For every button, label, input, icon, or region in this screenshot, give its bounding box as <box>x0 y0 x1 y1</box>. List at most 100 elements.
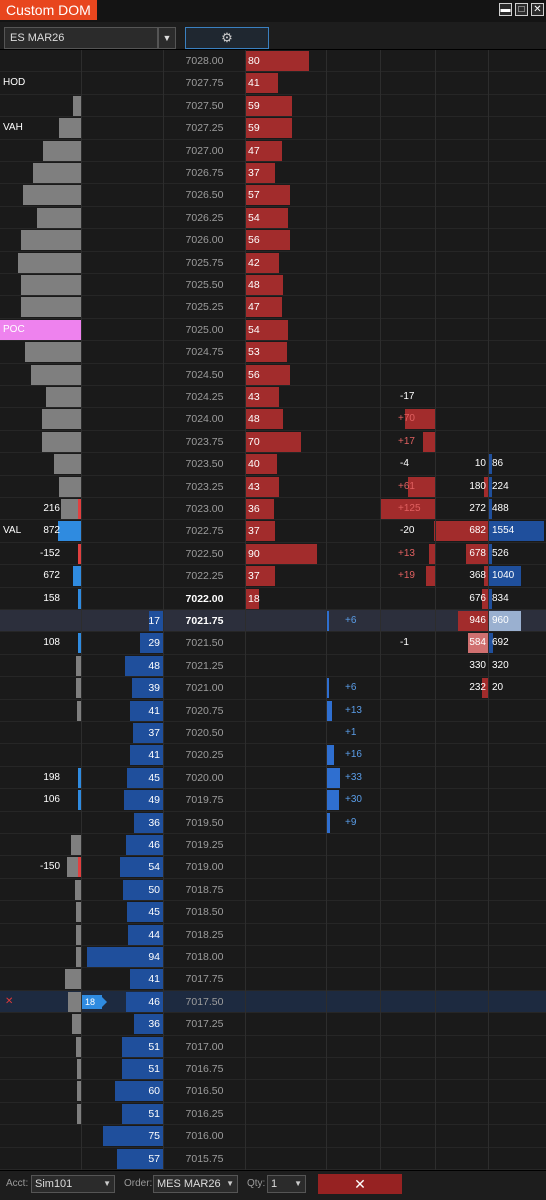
price-row[interactable]: 37 7020.50 +1 <box>0 722 546 745</box>
ask-size[interactable]: 80 <box>248 55 260 67</box>
ask-size[interactable]: 37 <box>248 167 260 179</box>
price-level[interactable]: 7016.00 <box>185 1130 224 1143</box>
price-row[interactable]: 94 7018.00 <box>0 946 546 969</box>
price-row[interactable]: 7025.25 47 <box>0 296 546 319</box>
bid-size[interactable]: 46 <box>148 995 160 1008</box>
bid-size[interactable]: 51 <box>148 1040 160 1053</box>
price-row[interactable]: 51 7017.00 <box>0 1036 546 1058</box>
price-level[interactable]: 7017.25 <box>185 1018 224 1031</box>
price-level[interactable]: 7022.50 <box>185 547 224 560</box>
bid-size[interactable]: 29 <box>148 637 160 650</box>
price-level[interactable]: 7021.00 <box>185 682 224 695</box>
bid-size[interactable]: 50 <box>148 883 160 896</box>
price-level[interactable]: 7026.25 <box>185 211 224 224</box>
bid-size[interactable]: 39 <box>148 682 160 695</box>
ask-size[interactable]: 54 <box>248 211 260 224</box>
bid-size[interactable]: 94 <box>148 951 160 963</box>
price-level[interactable]: 7021.25 <box>185 659 224 672</box>
price-level[interactable]: 7020.00 <box>185 771 224 784</box>
working-order-tag[interactable]: 18 <box>82 994 107 1009</box>
price-row[interactable]: 7026.50 57 <box>0 184 546 207</box>
price-row[interactable]: 7026.75 37 <box>0 162 546 185</box>
ask-size[interactable]: 56 <box>248 234 260 247</box>
ask-size[interactable]: 59 <box>248 99 260 112</box>
bid-size[interactable]: 51 <box>148 1063 160 1075</box>
ask-size[interactable]: 43 <box>248 480 260 493</box>
bid-size[interactable]: 45 <box>148 771 160 784</box>
price-row[interactable]: 48 7021.25 330 320 <box>0 655 546 678</box>
price-level[interactable]: 7027.00 <box>185 144 224 157</box>
bid-size[interactable]: 46 <box>148 839 160 851</box>
bid-size[interactable]: 49 <box>148 794 160 807</box>
price-level[interactable]: 7019.00 <box>185 861 224 874</box>
ask-size[interactable]: 48 <box>248 279 260 291</box>
minimize-button[interactable]: ▬ <box>499 3 512 16</box>
bid-size[interactable]: 54 <box>148 861 160 874</box>
order-instrument-select[interactable]: MES MAR26 ▼ <box>153 1175 238 1193</box>
chevron-down-icon[interactable]: ▼ <box>158 27 176 49</box>
bid-size[interactable]: 41 <box>148 704 160 717</box>
price-level[interactable]: 7023.25 <box>185 480 224 493</box>
price-level[interactable]: 7026.00 <box>185 234 224 247</box>
ask-size[interactable]: 47 <box>248 144 260 157</box>
price-row[interactable]: 50 7018.75 <box>0 879 546 902</box>
qty-select[interactable]: 1 ▼ <box>267 1175 306 1193</box>
price-level[interactable]: 7018.50 <box>185 906 224 919</box>
price-level[interactable]: 7028.00 <box>185 55 224 67</box>
bid-size[interactable]: 17 <box>148 615 160 627</box>
price-row[interactable]: 7026.25 54 <box>0 207 546 230</box>
price-row[interactable]: 7025.75 42 <box>0 252 546 274</box>
price-level[interactable]: 7023.50 <box>185 458 224 471</box>
price-row[interactable]: 51 7016.25 <box>0 1103 546 1126</box>
price-row[interactable]: 44 7018.25 <box>0 924 546 946</box>
price-level[interactable]: 7024.50 <box>185 368 224 381</box>
price-level[interactable]: 7024.25 <box>185 391 224 403</box>
price-level[interactable]: 7018.25 <box>185 928 224 941</box>
price-row[interactable]: 7024.25 43 -17 <box>0 386 546 409</box>
ask-size[interactable]: 90 <box>248 547 260 560</box>
price-row[interactable]: 7027.50 59 <box>0 95 546 118</box>
ask-size[interactable]: 40 <box>248 458 260 471</box>
ask-size[interactable]: 59 <box>248 122 260 135</box>
dom-ladder[interactable]: 7028.00 80 HOD 7027.75 41 7027.50 59 VAH 7027.25… <box>0 50 546 1170</box>
bid-size[interactable]: 41 <box>148 973 160 986</box>
price-level[interactable]: 7022.75 <box>185 525 224 538</box>
ask-size[interactable]: 42 <box>248 256 260 269</box>
price-row[interactable]: 45 7018.50 <box>0 901 546 924</box>
price-row[interactable]: ✕ 18 46 7017.50 <box>0 990 546 1014</box>
price-row[interactable]: 46 7019.25 <box>0 834 546 857</box>
ask-size[interactable]: 70 <box>248 435 260 448</box>
price-level[interactable]: 7021.75 <box>185 615 224 627</box>
price-level[interactable]: 7016.25 <box>185 1107 224 1120</box>
price-level[interactable]: 7022.00 <box>185 592 224 605</box>
price-level[interactable]: 7023.75 <box>185 435 224 448</box>
price-row[interactable]: 75 7016.00 <box>0 1125 546 1148</box>
price-row[interactable]: 106 49 7019.75 +30 <box>0 789 546 812</box>
price-level[interactable]: 7019.25 <box>185 839 224 851</box>
price-level[interactable]: 7020.50 <box>185 727 224 739</box>
account-select[interactable]: Sim101 ▼ <box>31 1175 115 1193</box>
price-row[interactable]: 41 7017.75 <box>0 968 546 991</box>
bid-size[interactable]: 37 <box>148 727 160 739</box>
price-level[interactable]: 7017.50 <box>185 995 224 1008</box>
price-row[interactable]: 36 7017.25 <box>0 1013 546 1036</box>
price-level[interactable]: 7027.75 <box>185 77 224 90</box>
price-row[interactable]: 60 7016.50 <box>0 1080 546 1103</box>
ask-size[interactable]: 43 <box>248 391 260 403</box>
ask-size[interactable]: 56 <box>248 368 260 381</box>
price-row[interactable]: 7027.00 47 <box>0 140 546 162</box>
price-level[interactable]: 7017.00 <box>185 1040 224 1053</box>
price-row[interactable]: POC 7025.00 54 <box>0 319 546 342</box>
price-row[interactable]: 7024.50 56 <box>0 364 546 386</box>
price-row[interactable]: VAH 7027.25 59 <box>0 117 546 140</box>
gear-icon[interactable]: ⚙ <box>185 27 269 49</box>
bid-size[interactable]: 36 <box>148 1018 160 1031</box>
price-level[interactable]: 7025.50 <box>185 279 224 291</box>
price-level[interactable]: 7025.75 <box>185 256 224 269</box>
bid-size[interactable]: 60 <box>148 1085 160 1098</box>
price-row[interactable]: 216 7023.00 36 +125 272 488 <box>0 498 546 521</box>
bid-size[interactable]: 75 <box>148 1130 160 1143</box>
bid-size[interactable]: 48 <box>148 659 160 672</box>
price-level[interactable]: 7023.00 <box>185 503 224 515</box>
price-row[interactable]: 57 7015.75 <box>0 1148 546 1170</box>
